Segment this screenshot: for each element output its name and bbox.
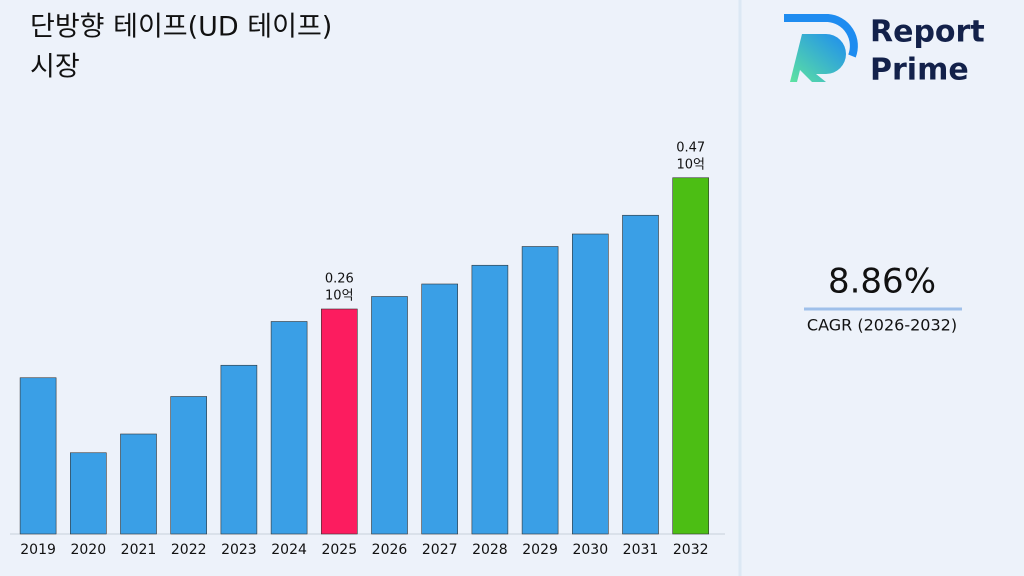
x-tick-label: 2021 [121, 542, 157, 558]
logo-mark [790, 34, 846, 82]
bar [672, 177, 710, 535]
x-tick-label: 2025 [321, 542, 357, 558]
logo-arc [784, 14, 858, 58]
x-tick-label: 2032 [673, 542, 709, 558]
x-tick-label: 2030 [572, 542, 608, 558]
bar [19, 377, 57, 535]
cagr-value: 8.86% [828, 262, 936, 302]
value-label: 0.26 [325, 272, 354, 287]
bar [471, 264, 509, 535]
bar [521, 246, 559, 535]
value-unit: 10억 [676, 157, 705, 172]
bar [170, 396, 207, 535]
brand: Report [870, 15, 985, 50]
logo: Report Prime [784, 14, 985, 88]
bar [270, 321, 308, 535]
x-tick-label: 2022 [171, 542, 207, 558]
x-tick-label: 2029 [522, 542, 558, 558]
x-tick-label: 2028 [472, 542, 508, 558]
bar [320, 308, 358, 535]
bar [70, 452, 107, 535]
x-tick-label: 2031 [623, 542, 659, 558]
chart-title: 시장 [30, 52, 80, 83]
x-tick-label: 2020 [70, 542, 106, 558]
bar [421, 283, 459, 535]
bar [571, 233, 609, 535]
x-tick-label: 2027 [422, 542, 458, 558]
chart-title: 단방향 테이프(UD 테이프) [30, 12, 332, 43]
bar [622, 214, 659, 535]
x-tick-label: 2019 [20, 542, 56, 558]
value-unit: 10억 [325, 289, 354, 304]
x-tick-label: 2026 [372, 542, 408, 558]
x-tick-label: 2024 [271, 542, 307, 558]
cagr-label: CAGR (2026-2032) [807, 316, 957, 335]
x-tick-label: 2023 [221, 542, 257, 558]
bar [220, 364, 258, 535]
bar [120, 433, 157, 535]
bar [371, 296, 408, 535]
brand: Prime [870, 53, 969, 88]
value-label: 0.47 [676, 140, 705, 155]
